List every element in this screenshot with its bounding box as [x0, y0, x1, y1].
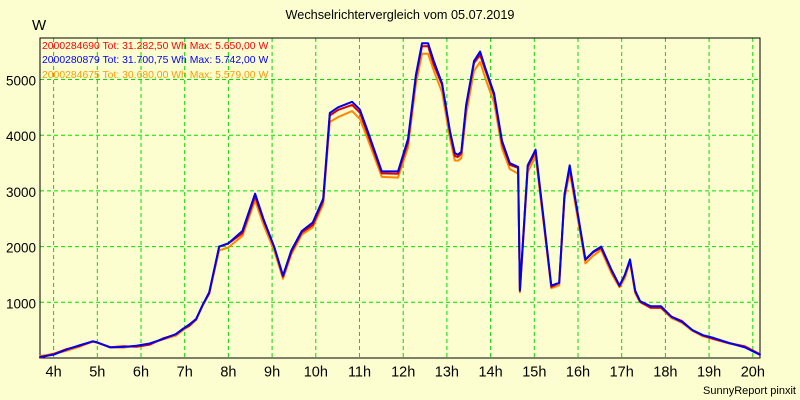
svg-text:19h: 19h [697, 365, 721, 381]
svg-text:10h: 10h [304, 365, 328, 381]
svg-text:5000: 5000 [6, 74, 36, 89]
svg-text:13h: 13h [435, 365, 459, 381]
svg-text:20h: 20h [741, 365, 765, 381]
svg-text:5h: 5h [89, 365, 105, 381]
svg-text:2000: 2000 [6, 241, 36, 256]
svg-text:4000: 4000 [6, 129, 36, 144]
svg-text:16h: 16h [566, 365, 590, 381]
svg-text:6h: 6h [133, 365, 149, 381]
svg-text:14h: 14h [478, 365, 502, 381]
svg-text:8h: 8h [220, 365, 236, 381]
svg-text:18h: 18h [653, 365, 677, 381]
svg-text:3000: 3000 [6, 185, 36, 200]
svg-text:11h: 11h [348, 365, 371, 381]
svg-text:15h: 15h [522, 365, 546, 381]
svg-text:4h: 4h [46, 365, 62, 381]
svg-text:9h: 9h [264, 365, 280, 381]
svg-text:1000: 1000 [6, 296, 36, 311]
svg-text:12h: 12h [391, 365, 415, 381]
svg-text:17h: 17h [610, 365, 634, 381]
svg-text:7h: 7h [177, 365, 193, 381]
